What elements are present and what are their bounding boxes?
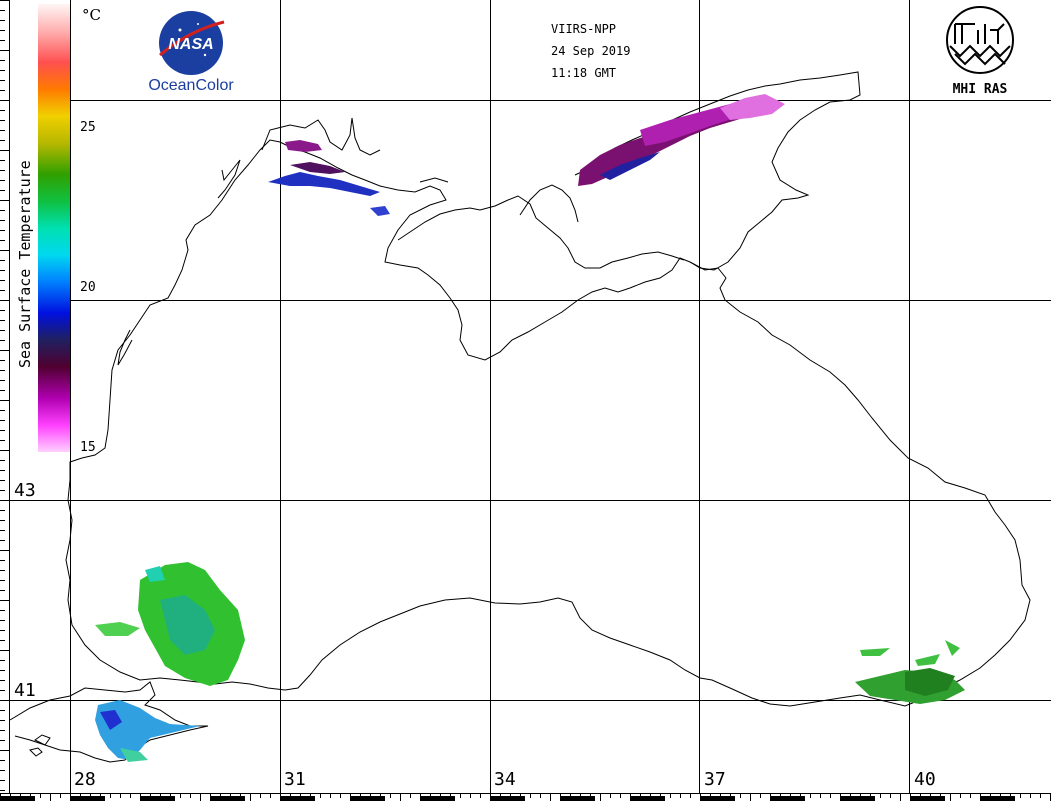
legend-tick-label: 25: [80, 120, 96, 135]
ruler-segment: [770, 796, 805, 801]
lat-label-41: 41: [14, 680, 36, 701]
axis-labels: 28 31 34 37 40 43 41: [14, 480, 936, 790]
mhi-ras-caption: MHI RAS: [953, 82, 1008, 97]
ruler-segment: [490, 796, 525, 801]
nasa-logo: NASA OceanColor: [148, 11, 234, 94]
acquisition-date: 24 Sep 2019: [551, 44, 630, 58]
ruler-segment: [280, 796, 315, 801]
ruler-segment: [420, 796, 455, 801]
lon-label-40: 40: [914, 769, 936, 790]
left-scale-ruler: [0, 0, 10, 793]
sst-patch-northwest: [268, 140, 390, 216]
ruler-segment: [980, 796, 1015, 801]
lat-label-43: 43: [14, 480, 36, 501]
lon-label-34: 34: [494, 769, 516, 790]
ruler-segment: [140, 796, 175, 801]
acquisition-time: 11:18 GMT: [551, 66, 616, 80]
coastline-main: [65, 139, 1031, 707]
sst-patch-marmara: [95, 700, 200, 762]
legend-title: Sea Surface Temperature: [16, 160, 34, 368]
lon-label-31: 31: [284, 769, 306, 790]
sst-patch-southwest: [95, 562, 245, 686]
ruler-segment: [0, 796, 35, 801]
ruler-segment: [840, 796, 875, 801]
sst-patches: [95, 94, 965, 762]
sst-colorbar: [38, 4, 70, 452]
oceancolor-caption: OceanColor: [148, 77, 234, 94]
nasa-logo-wordmark: NASA: [168, 36, 213, 53]
coastline-azov-spit: [519, 184, 579, 223]
ruler-segment: [70, 796, 105, 801]
ruler-segment: [210, 796, 245, 801]
legend-ticks: 25 20 15: [80, 120, 96, 455]
legend-unit: °C: [82, 6, 101, 24]
coastline-northwest-bays: [217, 117, 449, 199]
sst-patch-azov: [578, 94, 785, 186]
sst-patch-southeast: [855, 640, 965, 704]
coastline-lake: [29, 734, 51, 757]
sst-legend: °C Sea Surface Temperature 25 20 15: [16, 4, 101, 455]
ruler-segment: [910, 796, 945, 801]
coastline-crimea: [397, 195, 685, 269]
acquisition-header: VIIRS-NPP 24 Sep 2019 11:18 GMT: [551, 22, 630, 80]
bottom-scale-ruler: [0, 793, 1051, 801]
ruler-segment: [560, 796, 595, 801]
lon-label-28: 28: [74, 769, 96, 790]
legend-tick-label: 15: [80, 440, 96, 455]
legend-tick-label: 20: [80, 280, 96, 295]
ruler-segment: [700, 796, 735, 801]
lon-label-37: 37: [704, 769, 726, 790]
coastline-west-lagoon: [117, 329, 133, 366]
ruler-segment: [350, 796, 385, 801]
mhi-ras-logo: MHI RAS: [946, 6, 1014, 97]
satellite-name: VIIRS-NPP: [551, 22, 616, 36]
ruler-segment: [630, 796, 665, 801]
